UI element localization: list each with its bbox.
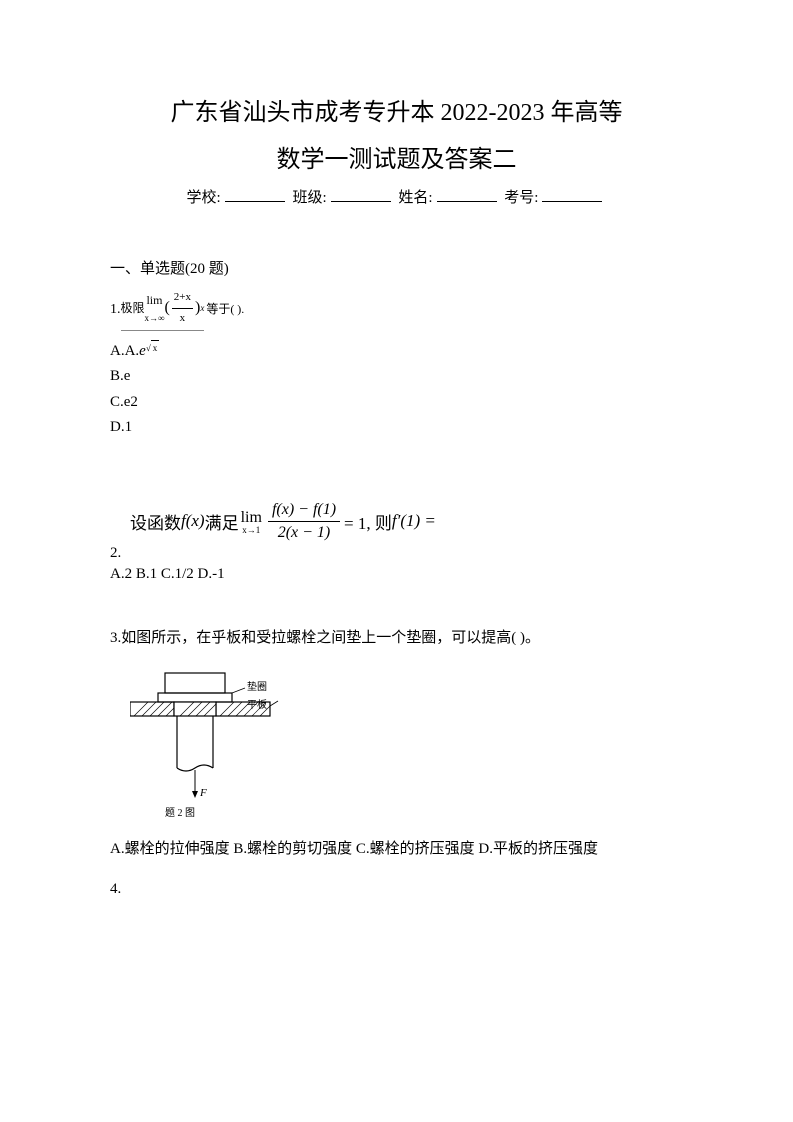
q3-diagram: 垫圈 平板 F 题 2 图 [130, 668, 683, 823]
q1-suffix: 等于( ). [206, 299, 244, 321]
force-label: F [199, 787, 207, 799]
name-blank[interactable] [437, 201, 497, 202]
q2-satisfy: 满足 [205, 509, 239, 534]
section-1-header: 一、单选题(20 题) [110, 257, 683, 278]
name-label: 姓名: [398, 190, 432, 206]
q2-equals: = 1, 则 [344, 509, 392, 534]
student-info-line: 学校: 班级: 姓名: 考号: [110, 186, 683, 207]
figure-label: 题 2 图 [165, 807, 195, 818]
q2-lim-sub: x→1 [241, 525, 262, 535]
exam-title-line1: 广东省汕头市成考专升本 2022-2023 年高等 [110, 95, 683, 131]
q1-option-d: D.1 [110, 415, 683, 441]
question-4: 4. [110, 881, 683, 898]
class-label: 班级: [292, 190, 326, 206]
q1-option-c: C.e2 [110, 390, 683, 416]
q1-option-a: A.A.e√x [110, 339, 683, 365]
examno-blank[interactable] [542, 201, 602, 202]
question-1: 1. 极限 lim x→∞ ( 2+x x ) x 等于( ). [110, 288, 683, 331]
q2-lim: lim [241, 509, 262, 526]
school-blank[interactable] [225, 201, 285, 202]
washer-label: 垫圈 [247, 680, 267, 693]
q1-prefix: 极限 [121, 298, 145, 320]
q3-options: A.螺栓的拉伸强度 B.螺栓的剪切强度 C.螺栓的挤压强度 D.平板的挤压强度 [110, 833, 683, 866]
q1-number: 1. [110, 297, 121, 322]
q3-option-c: C.螺栓的挤压强度 [356, 841, 475, 857]
q1-options: A.A.e√x B.e C.e2 D.1 [110, 339, 683, 441]
q1-frac-den: x [172, 309, 193, 329]
q2-frac-num: f(x) − f(1) [268, 501, 340, 522]
examno-label: 考号: [504, 190, 538, 206]
q2-number: 2. [110, 545, 121, 561]
question-3: 3.如图所示，在乎板和受拉螺栓之间垫上一个垫圈，可以提高( )。 [110, 623, 683, 653]
exam-title-line2: 数学一测试题及答案二 [110, 139, 683, 174]
q3-option-a: A.螺栓的拉伸强度 [110, 841, 230, 857]
class-blank[interactable] [331, 201, 391, 202]
plate-label: 平板 [247, 698, 267, 711]
q2-fprime: f′(1) = [392, 511, 436, 531]
q3-option-d: D.平板的挤压强度 [478, 841, 598, 857]
q1-frac-num: 2+x [172, 288, 193, 309]
q2-options: A.2 B.1 C.1/2 D.-1 [110, 566, 683, 583]
school-label: 学校: [187, 190, 221, 206]
q2-prefix: 设函数 [130, 509, 181, 534]
q1-exponent: x [200, 300, 204, 316]
q2-frac-den: 2(x − 1) [268, 522, 340, 542]
question-2: 设函数 f(x) 满足 lim x→1 f(x) − f(1) 2(x − 1)… [110, 441, 683, 562]
q1-option-b: B.e [110, 364, 683, 390]
q3-option-b: B.螺栓的剪切强度 [233, 841, 352, 857]
q2-fx: f(x) [181, 511, 205, 531]
